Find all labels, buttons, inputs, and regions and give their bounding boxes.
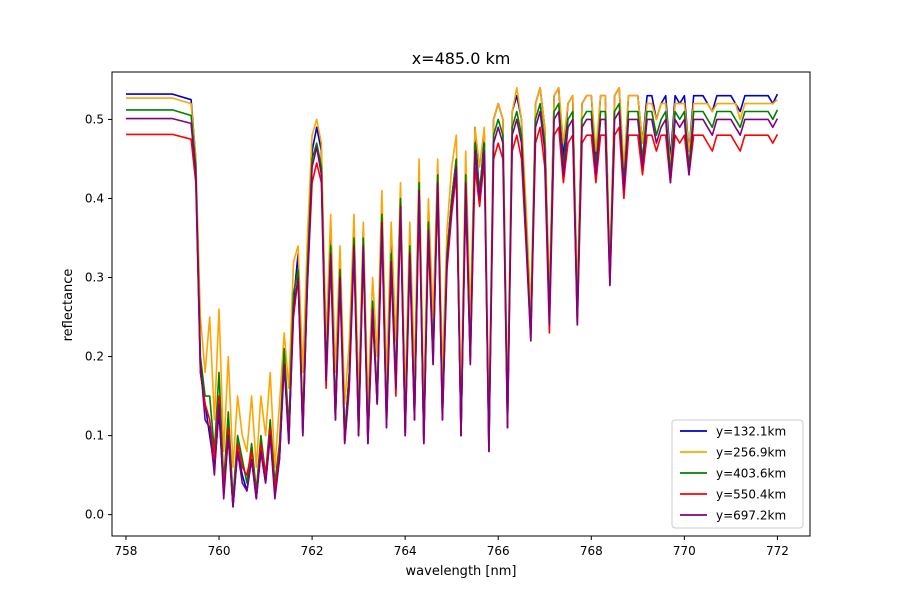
legend: y=132.1km y=256.9km y=403.6km y=550.4km y=69…: [671, 419, 804, 529]
y-tick-label: 0.0: [85, 508, 104, 522]
y-tick-label: 0.5: [85, 112, 104, 126]
series-lines: [126, 87, 779, 508]
legend-label: y=403.6km: [716, 467, 786, 481]
x-tick-label: 766: [487, 544, 510, 558]
x-axis-ticks: 758 760 762 764 766 768 770 772: [115, 536, 789, 558]
y-tick-label: 0.2: [85, 350, 104, 364]
x-tick-label: 758: [115, 544, 138, 558]
legend-label: y=256.9km: [716, 446, 786, 460]
legend-label: y=132.1km: [716, 425, 786, 439]
y-tick-label: 0.4: [85, 191, 104, 205]
x-tick-label: 770: [673, 544, 696, 558]
y-axis-label: reflectance: [61, 269, 76, 342]
x-tick-label: 768: [580, 544, 603, 558]
plot-frame: [111, 71, 811, 537]
series-line-y=256.9km: [126, 87, 778, 469]
y-tick-label: 0.3: [85, 271, 104, 285]
legend-label: y=550.4km: [716, 488, 786, 502]
y-tick-label: 0.1: [85, 429, 104, 443]
plot-area: [126, 87, 779, 508]
x-tick-label: 764: [394, 544, 417, 558]
x-tick-label: 762: [301, 544, 324, 558]
x-tick-label: 772: [766, 544, 789, 558]
x-tick-label: 760: [208, 544, 231, 558]
legend-label: y=697.2km: [716, 509, 786, 523]
legend-box: [671, 419, 804, 529]
y-axis-ticks: 0.0 0.1 0.2 0.3 0.4 0.5: [85, 112, 112, 522]
chart-title: x=485.0 km: [412, 49, 511, 68]
x-axis-label: wavelength [nm]: [406, 564, 517, 579]
series-line-y=697.2km: [126, 110, 779, 508]
